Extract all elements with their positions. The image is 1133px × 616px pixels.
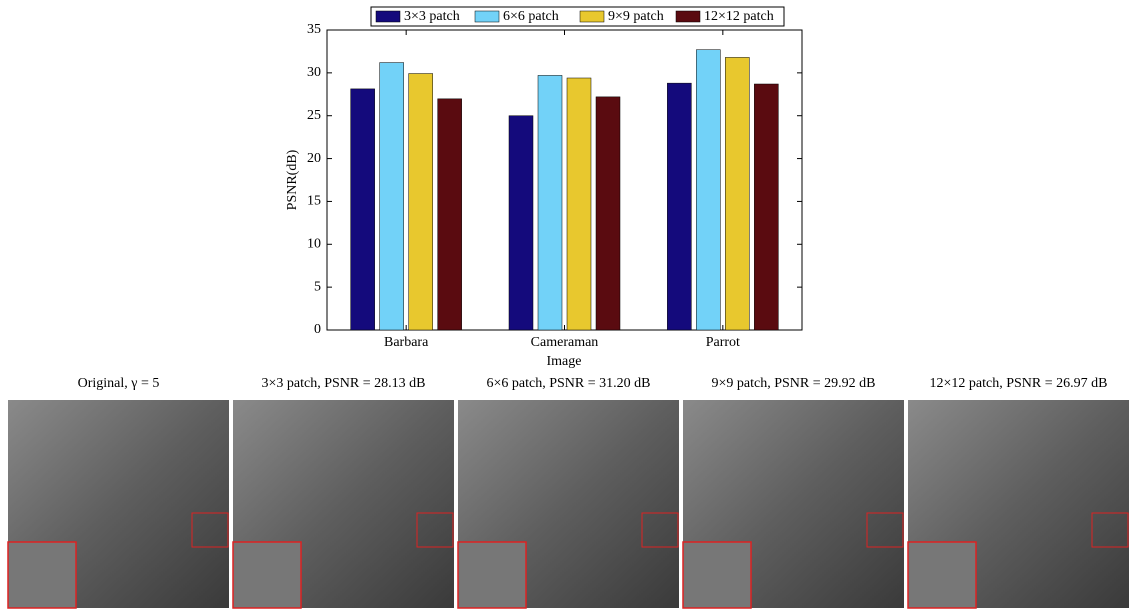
- bar: [566, 77, 592, 331]
- bar: [508, 115, 534, 331]
- zoom-region: [641, 512, 679, 548]
- bar: [379, 62, 404, 331]
- bar: [725, 57, 750, 331]
- legend-label: 12×12 patch: [704, 9, 774, 24]
- zoom-inset: [907, 541, 977, 609]
- zoom-inset: [457, 541, 527, 609]
- bar: [696, 49, 721, 331]
- y-tick-label: 0: [314, 322, 321, 337]
- x-axis-label: Image: [547, 354, 582, 369]
- y-tick-label: 15: [307, 194, 321, 209]
- zoom-inset: [232, 541, 302, 609]
- zoom-inset: [7, 541, 77, 609]
- bar: [408, 73, 433, 331]
- y-tick-label: 5: [314, 279, 321, 294]
- zoom-region: [191, 512, 229, 548]
- legend-swatch: [474, 10, 500, 23]
- x-tick-label: Barbara: [384, 335, 429, 350]
- panel-caption: 3×3 patch, PSNR = 28.13 dB: [262, 376, 426, 391]
- panel-caption: 9×9 patch, PSNR = 29.92 dB: [712, 376, 876, 391]
- zoom-region: [416, 512, 454, 548]
- legend-label: 9×9 patch: [608, 9, 664, 24]
- y-tick-label: 20: [307, 151, 321, 166]
- y-tick-label: 30: [307, 65, 321, 80]
- panel-caption: 6×6 patch, PSNR = 31.20 dB: [487, 376, 651, 391]
- zoom-region: [866, 512, 904, 548]
- zoom-inset: [682, 541, 752, 609]
- bar: [537, 75, 563, 331]
- legend-swatch: [579, 10, 605, 23]
- bar: [667, 82, 692, 331]
- bar: [350, 88, 375, 331]
- y-tick-label: 35: [307, 22, 321, 37]
- y-tick-label: 25: [307, 108, 321, 123]
- zoom-region: [1091, 512, 1129, 548]
- bar: [595, 96, 621, 331]
- panel-caption: Original, γ = 5: [78, 376, 160, 391]
- legend-label: 3×3 patch: [404, 9, 460, 24]
- panel-caption: 12×12 patch, PSNR = 26.97 dB: [930, 376, 1108, 391]
- x-tick-label: Cameraman: [531, 335, 599, 350]
- x-tick-label: Parrot: [706, 335, 740, 350]
- legend-swatch: [675, 10, 701, 23]
- y-tick-label: 10: [307, 237, 321, 252]
- legend-swatch: [375, 10, 401, 23]
- bar: [437, 98, 462, 331]
- plot-area: [326, 29, 803, 331]
- legend-label: 6×6 patch: [503, 9, 559, 24]
- bar: [754, 83, 779, 331]
- y-axis-label: PSNR(dB): [285, 149, 300, 210]
